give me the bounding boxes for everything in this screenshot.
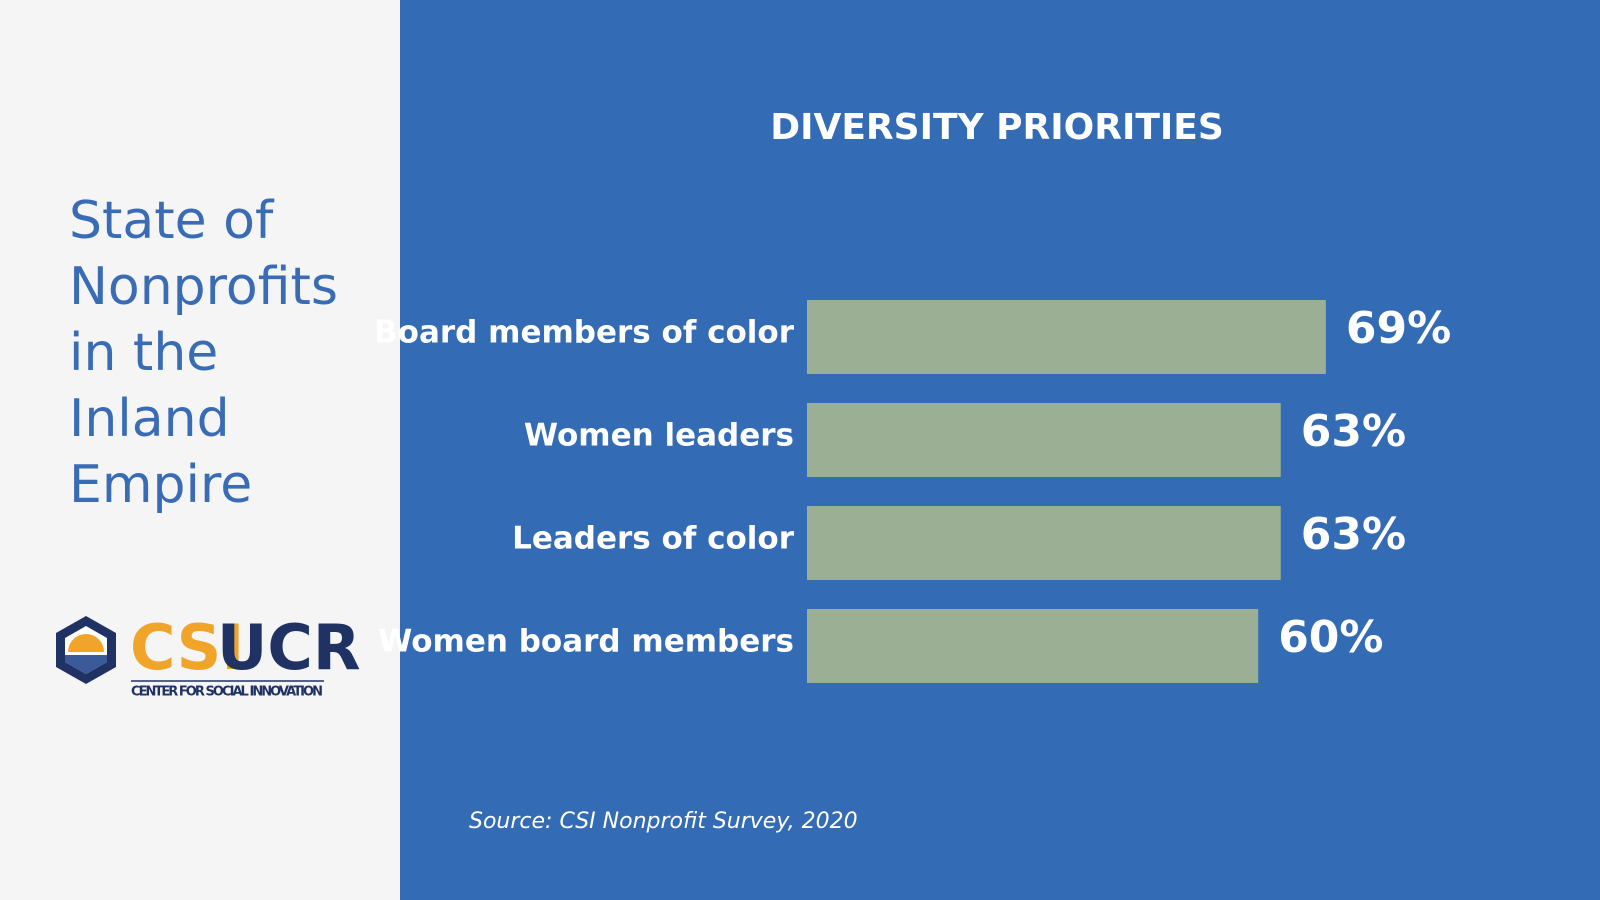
bar xyxy=(807,609,1259,683)
bar xyxy=(807,403,1281,477)
bar xyxy=(807,506,1281,580)
sidebar-title-line: Inland xyxy=(69,389,230,449)
value-label: 63% xyxy=(1301,509,1406,560)
category-label: Women board members xyxy=(378,624,794,660)
sidebar-title-line: Empire xyxy=(69,455,252,515)
logo-horizon xyxy=(65,655,107,674)
bar xyxy=(807,300,1326,374)
logo-sun xyxy=(68,634,104,652)
category-label: Women leaders xyxy=(524,418,794,454)
source-note: Source: CSI Nonprofit Survey, 2020 xyxy=(469,809,858,834)
logo-csi: CSI xyxy=(130,611,244,684)
value-label: 69% xyxy=(1346,303,1451,354)
logo: CSI UCR CENTER FOR SOCIAL INNOVATION xyxy=(56,611,361,700)
sidebar-title-line: State of xyxy=(69,191,275,251)
category-label: Leaders of color xyxy=(512,521,795,557)
value-label: 63% xyxy=(1301,406,1406,457)
sidebar-bg xyxy=(0,0,400,900)
logo-ucr: UCR xyxy=(217,611,361,684)
value-label: 60% xyxy=(1278,612,1383,663)
logo-subtitle: CENTER FOR SOCIAL INNOVATION xyxy=(131,685,323,700)
category-label: Board members of color xyxy=(374,315,795,351)
sidebar-title-line: Nonprofits xyxy=(69,257,338,317)
sidebar-title-line: in the xyxy=(69,323,218,383)
chart-title: DIVERSITY PRIORITIES xyxy=(770,107,1224,148)
